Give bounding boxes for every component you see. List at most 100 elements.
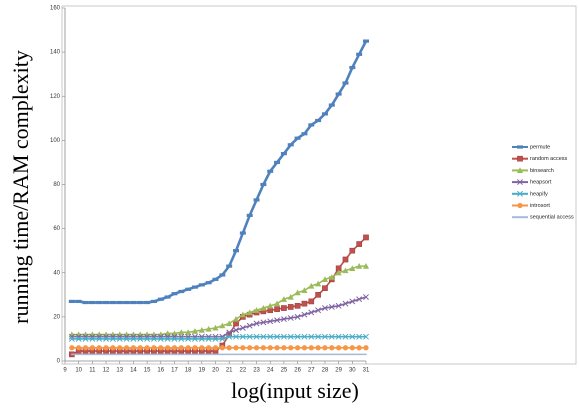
marker [321, 276, 329, 282]
marker [301, 333, 308, 340]
marker [82, 335, 89, 342]
marker [342, 267, 349, 274]
marker [294, 303, 301, 309]
marker [130, 300, 137, 305]
y-tick-label: 60 [53, 226, 60, 232]
marker [322, 345, 328, 351]
marker [125, 353, 128, 356]
marker [363, 333, 369, 340]
marker [165, 345, 171, 351]
marker [205, 335, 212, 342]
marker [301, 345, 308, 351]
marker [328, 103, 335, 107]
marker [198, 283, 205, 287]
y-tick-label: 20 [53, 314, 60, 320]
marker [159, 353, 162, 356]
marker [315, 292, 321, 298]
marker [260, 182, 267, 187]
marker [342, 300, 349, 307]
marker [110, 345, 116, 351]
legend-label: permute [530, 144, 550, 150]
marker [335, 92, 342, 96]
marker [191, 328, 199, 334]
legend-label: heapify [530, 191, 548, 197]
marker [233, 333, 239, 340]
marker [330, 353, 333, 356]
marker [283, 353, 285, 356]
marker [281, 305, 287, 311]
marker [75, 335, 82, 342]
marker [103, 300, 110, 305]
marker [287, 304, 294, 310]
marker [96, 335, 103, 342]
marker [232, 315, 240, 322]
x-tick-label: 9 [63, 368, 67, 374]
marker [349, 298, 356, 305]
marker [322, 333, 328, 340]
marker [315, 118, 322, 123]
marker [335, 333, 342, 340]
marker [239, 231, 246, 235]
marker [308, 333, 315, 340]
marker [351, 353, 354, 356]
marker [132, 353, 135, 356]
marker [219, 345, 225, 351]
marker [267, 345, 273, 351]
legend-label: introsort [530, 203, 550, 209]
x-tick-label: 28 [322, 368, 329, 374]
marker [185, 345, 191, 351]
marker [358, 353, 360, 356]
marker [130, 335, 137, 342]
marker [76, 345, 82, 351]
x-tick-label: 15 [144, 368, 151, 374]
marker [226, 333, 233, 340]
marker [280, 333, 287, 340]
marker [301, 311, 308, 318]
marker [308, 345, 314, 351]
marker [322, 285, 328, 291]
marker [123, 300, 130, 305]
marker [253, 198, 260, 202]
marker [262, 353, 265, 356]
marker [274, 160, 281, 165]
marker [109, 335, 116, 342]
marker [281, 345, 287, 351]
marker [164, 335, 171, 342]
marker [301, 300, 308, 307]
marker [246, 333, 253, 340]
marker [335, 302, 342, 309]
marker [205, 281, 212, 285]
marker [96, 300, 103, 305]
y-axis-title: running time/RAM complexity [8, 50, 33, 324]
marker [240, 345, 246, 351]
y-tick-label: 100 [50, 138, 61, 144]
marker [365, 353, 367, 356]
marker [116, 335, 123, 342]
marker [317, 353, 319, 356]
x-tick-label: 30 [349, 368, 356, 374]
marker [194, 353, 196, 356]
x-tick-label: 24 [267, 368, 274, 374]
marker [260, 333, 267, 340]
marker [239, 333, 246, 340]
marker [517, 202, 523, 209]
marker [157, 335, 164, 342]
marker [212, 277, 219, 281]
marker [255, 353, 258, 356]
marker [246, 213, 253, 217]
marker [151, 345, 157, 351]
marker [212, 324, 219, 331]
marker [363, 345, 369, 351]
marker [89, 335, 96, 342]
marker [239, 324, 246, 331]
marker [146, 353, 148, 356]
marker [191, 285, 198, 289]
x-tick-label: 11 [89, 368, 96, 374]
marker [294, 136, 301, 140]
marker [294, 313, 301, 320]
marker [103, 335, 109, 342]
marker [517, 190, 523, 197]
marker [123, 345, 130, 351]
marker [342, 256, 349, 263]
